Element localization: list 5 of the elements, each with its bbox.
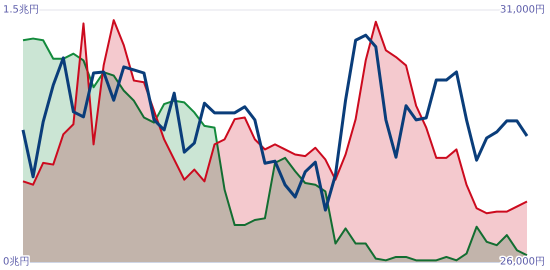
y-tick-label: 1.5兆円 xyxy=(3,4,39,16)
line-series xyxy=(22,34,528,212)
y2-tick-label: 26,000円 xyxy=(500,256,545,268)
y2-tick-label: 31,000円 xyxy=(500,4,545,16)
y-tick-label: 0兆円 xyxy=(3,256,30,268)
